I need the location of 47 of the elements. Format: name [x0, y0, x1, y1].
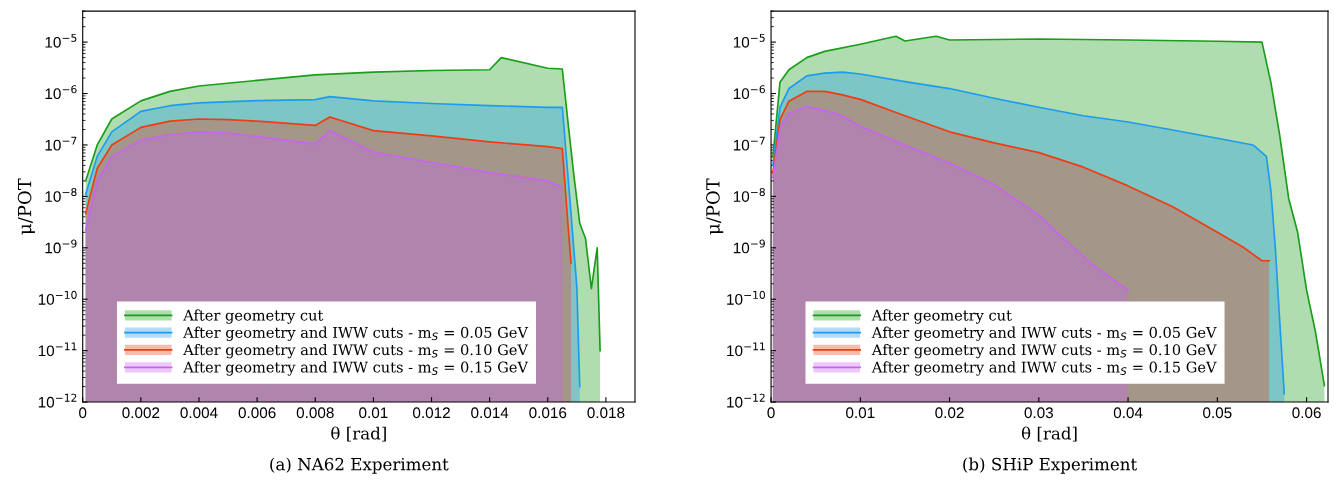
y-tick-label: 10$^{−8}$: [45, 188, 77, 202]
legend-label: After geometry cut: [871, 309, 1012, 324]
x-tick-label: 0.014: [471, 407, 509, 419]
y-tick-label: 10$^{−11}$: [38, 342, 77, 357]
x-tick-label: 0: [767, 407, 775, 419]
y-tick-label: 10$^{−5}$: [733, 33, 765, 48]
x-tick-label: 0.004: [180, 407, 218, 419]
text: (a) NA62 Experiment: [270, 457, 449, 474]
x-tick-label: 0.008: [296, 407, 334, 419]
x-tick-label: 0.06: [1292, 407, 1321, 419]
y-tick-label: 10$^{−10}$: [38, 290, 77, 305]
y-axis-title: μ/POT: [17, 178, 35, 235]
text: (b) SHiP Experiment: [963, 457, 1138, 474]
y-tick-label: 10$^{−11}$: [727, 342, 765, 357]
x-tick-label: 0.04: [1113, 407, 1143, 419]
y-tick-label: 10$^{−6}$: [45, 85, 77, 100]
y-axis-title: μ/POT: [706, 178, 724, 235]
legend-label: After geometry and IWW cuts - m$_{S}$ = 0.10 GeV: [183, 343, 529, 359]
y-tick-label: 10$^{−9}$: [733, 239, 765, 254]
legend-label: After geometry and IWW cuts - m$_{S}$ = 0.05 GeV: [871, 326, 1217, 341]
y-tick-label: 10$^{−9}$: [45, 239, 77, 254]
legend-label: After geometry and IWW cuts - m$_{S}$ = 0.05 GeV: [183, 326, 529, 341]
legend-label: After geometry cut: [183, 309, 324, 324]
y-tick-label: 10$^{−7}$: [733, 136, 765, 151]
x-tick-label: 0.006: [238, 407, 276, 419]
legend-label: After geometry and IWW cuts - m$_{S}$ = 0.15 GeV: [183, 361, 529, 376]
x-tick-label: 0.03: [1024, 407, 1054, 419]
x-tick-label: 0.01: [359, 407, 388, 419]
y-tick-label: 10$^{−12}$: [38, 393, 77, 408]
x-tick-label: 0.002: [122, 407, 160, 419]
x-tick-label: 0.01: [846, 407, 875, 419]
y-tick-label: 10$^{−8}$: [733, 188, 765, 202]
x-tick-label: 0.016: [529, 407, 567, 419]
y-tick-label: 10$^{−7}$: [45, 136, 77, 151]
y-tick-label: 10$^{−12}$: [727, 393, 765, 408]
y-tick-label: 10$^{−5}$: [45, 33, 77, 48]
legend-label: After geometry and IWW cuts - m$_{S}$ = 0.15 GeV: [871, 361, 1217, 376]
x-axis-title: θ [rad]: [331, 426, 386, 442]
y-tick-label: 10$^{−10}$: [727, 290, 766, 305]
legend-label: After geometry and IWW cuts - m$_{S}$ = 0.10 GeV: [871, 343, 1217, 359]
x-axis-title: θ [rad]: [1021, 426, 1077, 442]
x-tick-label: 0.018: [587, 407, 625, 419]
x-tick-label: 0.012: [413, 407, 450, 419]
y-tick-label: 10$^{−6}$: [733, 85, 765, 100]
x-tick-label: 0.02: [935, 407, 964, 419]
x-tick-label: 0.05: [1203, 407, 1232, 419]
x-tick-label: 0: [79, 407, 87, 419]
